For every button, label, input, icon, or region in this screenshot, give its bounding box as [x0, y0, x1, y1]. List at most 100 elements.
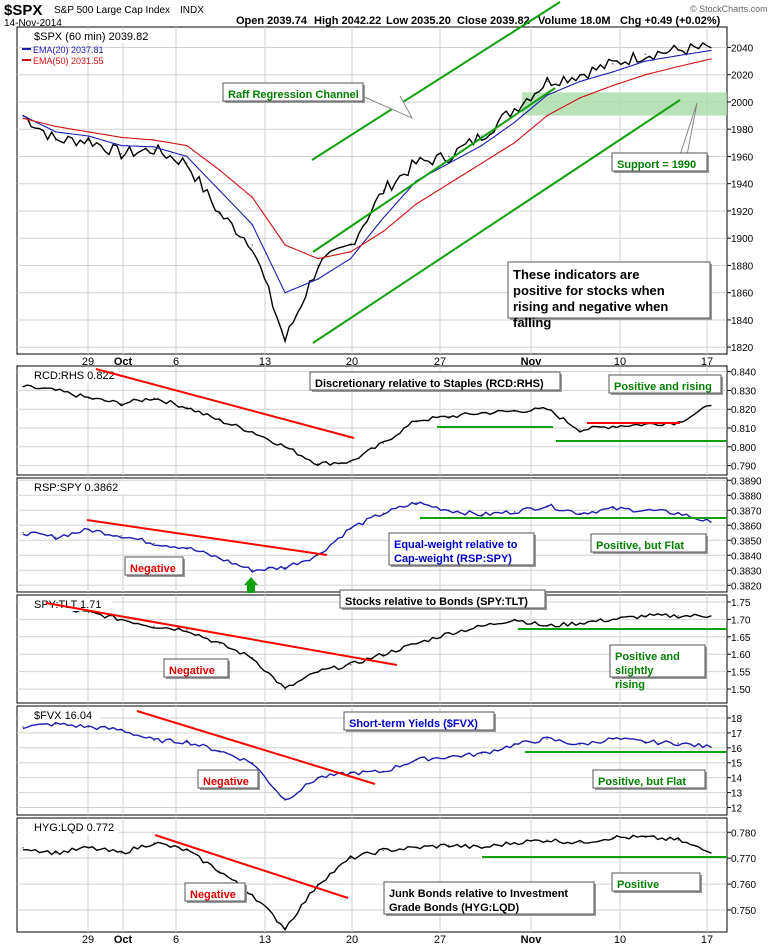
spytlt-negative-label-box — [163, 658, 229, 678]
hyg-title-label: Grade Bonds (HYG:LQD) — [389, 902, 520, 914]
data-point — [644, 836, 647, 839]
y-tick-label: 0.3870 — [731, 506, 762, 517]
y-tick-label: 1940 — [731, 180, 754, 191]
data-point — [87, 611, 90, 614]
ratio-line — [22, 501, 712, 573]
x-tick-label: 10 — [614, 934, 626, 946]
data-point — [677, 49, 680, 51]
downtrend-line — [154, 834, 349, 899]
data-point — [22, 114, 24, 117]
y-tick-label: 0.3820 — [731, 581, 762, 592]
data-point — [54, 389, 57, 392]
data-point — [448, 162, 450, 165]
data-point — [87, 139, 90, 141]
data-point — [153, 397, 155, 399]
y-tick-label: 1.75 — [731, 598, 751, 609]
exchange: INDX — [180, 5, 204, 16]
y-tick-label: 1920 — [731, 207, 754, 218]
fvx-negative-label: Negative — [203, 776, 249, 788]
fvx-negative-label-box — [197, 769, 259, 789]
data-point — [448, 632, 450, 635]
rsp-status-label: Positive, but Flat — [596, 540, 684, 552]
data-point — [415, 758, 417, 761]
data-point — [579, 429, 581, 431]
data-point — [579, 744, 581, 746]
x-tick-label: 20 — [346, 356, 358, 368]
data-point — [218, 212, 221, 215]
data-point — [251, 569, 254, 572]
data-point — [120, 729, 123, 731]
data-point — [382, 512, 385, 515]
data-point — [546, 504, 548, 507]
data-point — [349, 527, 352, 530]
y-tick-label: 1.50 — [731, 685, 751, 696]
support-label-box — [611, 152, 708, 172]
data-point — [218, 870, 221, 872]
data-point — [513, 121, 516, 124]
x-tick-label: 13 — [259, 934, 271, 946]
x-tick-label: 17 — [701, 356, 713, 368]
y-tick-label: 1960 — [731, 152, 754, 163]
title-bg — [20, 821, 119, 834]
ratio-line — [22, 599, 712, 690]
spytlt-status-label: slightly — [615, 665, 654, 677]
data-point — [677, 742, 680, 745]
data-point — [448, 755, 450, 758]
y-tick-label: 0.3840 — [731, 551, 762, 562]
low-value: Low 2035.20 — [386, 15, 451, 27]
data-point — [349, 772, 352, 774]
y-tick-label: 0.820 — [731, 405, 756, 416]
data-point — [710, 58, 712, 60]
panel-hyglqd: 0.750 0.760 0.770 0.780 HYG:LQD 0.772 — [16, 817, 756, 933]
data-point — [54, 131, 57, 133]
data-point — [579, 841, 581, 844]
data-point — [448, 182, 450, 185]
watermark: © StockCharts.com — [690, 4, 768, 14]
ratio-line — [22, 384, 712, 467]
data-point — [710, 521, 712, 524]
x-tick-label: 27 — [434, 934, 446, 946]
y-tick-label: 0.3860 — [731, 521, 762, 532]
data-point — [513, 107, 516, 110]
y-tick-label: 0.750 — [731, 906, 756, 917]
panel-title: SPY:TLT 1.71 — [34, 599, 101, 611]
x-tick-label: 17 — [701, 934, 713, 946]
callout-pointer — [679, 102, 698, 156]
data-point — [382, 442, 385, 444]
data-point — [218, 749, 221, 752]
legend-entry: EMA(20) 2037.81 — [33, 45, 104, 55]
data-point — [251, 196, 254, 199]
indicator-note: falling — [513, 315, 551, 330]
data-point — [186, 849, 188, 852]
data-point — [251, 244, 254, 246]
data-point — [22, 726, 24, 728]
x-tick-label: Nov — [521, 934, 543, 946]
data-point — [153, 625, 155, 628]
y-tick-label: 1.60 — [731, 650, 751, 661]
rcd-status-label: Positive and rising — [614, 381, 712, 393]
x-tick-label: 27 — [434, 356, 446, 368]
data-point — [677, 65, 680, 68]
data-point — [349, 257, 352, 260]
data-point — [153, 542, 155, 545]
data-point — [513, 510, 516, 513]
data-point — [218, 189, 221, 192]
data-point — [611, 71, 614, 73]
data-point — [87, 846, 90, 849]
data-point — [644, 615, 647, 617]
y-tick-label: 0.780 — [731, 828, 756, 839]
data-point — [120, 136, 123, 139]
indicator-note: These indicators are — [513, 267, 639, 282]
indicator-note-box — [507, 261, 711, 319]
y-tick-label: 1.55 — [731, 668, 751, 679]
hyg-status-label-box — [611, 872, 701, 892]
data-point — [513, 142, 516, 144]
data-point — [186, 546, 188, 549]
downtrend-line — [45, 602, 398, 666]
y-tick-label: 0.800 — [731, 443, 756, 454]
panel-title: HYG:LQD 0.772 — [34, 822, 114, 834]
change-value: Chg +0.49 (+0.02%) — [620, 15, 721, 27]
data-point — [186, 162, 188, 165]
data-point — [710, 46, 712, 49]
data-point — [317, 776, 319, 779]
